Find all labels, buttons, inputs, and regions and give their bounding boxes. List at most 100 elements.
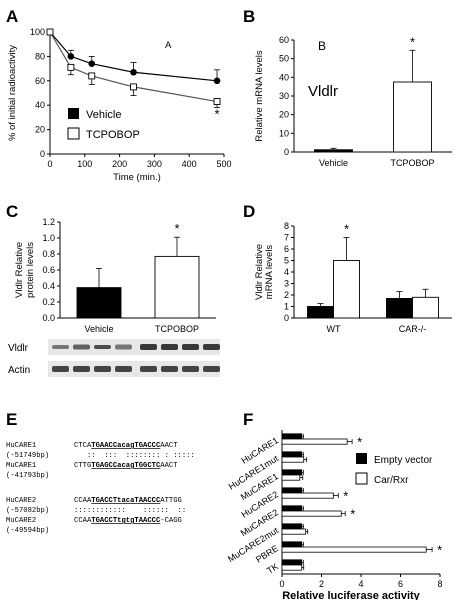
seq-segment: -CAGG	[160, 517, 182, 525]
seq-segment: ATTGG	[160, 497, 182, 505]
bar	[314, 149, 353, 153]
bar	[281, 487, 303, 494]
significance-star: *	[350, 507, 355, 522]
y-tick-label: 1.0	[42, 233, 55, 243]
y-tick-label: 100	[30, 27, 45, 37]
blot-row-label: Actin	[8, 365, 30, 376]
seq-bottom: CCAATGACCTtgtgTAACCC-CAGG	[74, 517, 182, 525]
panel-letter-b: B	[243, 7, 255, 26]
bar	[281, 559, 303, 566]
seq-position: (-49594bp)	[6, 527, 49, 535]
data-point	[46, 28, 54, 36]
seq-name: HuCARE1	[6, 442, 36, 450]
y-tick-label: 3	[284, 279, 289, 289]
panel-e: E HuCARE1 CTCATGAACCacagTGACCCAACT(-51749…	[6, 410, 195, 535]
y-tick-label: 1.2	[42, 217, 55, 227]
blot-band	[140, 366, 157, 372]
x-tick-label: 6	[398, 579, 403, 589]
seq-segment: AACT	[160, 442, 178, 450]
significance-star: *	[357, 435, 362, 450]
y-axis-title-line1: Vldlr Relative	[14, 242, 25, 298]
seq-segment: TGACCTtgtgTAACCC	[91, 517, 161, 525]
seq-bottom: CTTGTGAGCCacagTGGCTCAACT	[74, 462, 178, 470]
y-tick-label: 80	[35, 51, 45, 61]
y-axis-title: % of initial radioactivity	[7, 45, 18, 141]
x-tick-label: 200	[112, 159, 127, 169]
y-tick-label: 20	[35, 125, 45, 135]
seq-top: CCAATGACCTtacaTAACCCATTGG	[74, 497, 182, 505]
data-point	[130, 68, 137, 76]
panel-a: A 0 20 40 60 80 100 0 100 200 300 400 500 Time (min.…	[6, 7, 232, 183]
seq-segment: CTTG	[74, 462, 91, 470]
panel-letter-f: F	[243, 410, 253, 429]
category-label: TCPOBOP	[390, 158, 434, 168]
x-tick-label: 2	[319, 579, 324, 589]
x-tick-label: 8	[437, 579, 442, 589]
seq-name: HuCARE2	[6, 497, 36, 505]
legend-swatch-tcpobop	[67, 127, 80, 140]
x-tick-label: 400	[182, 159, 197, 169]
significance-star: *	[437, 543, 442, 558]
category-label: TCPOBOP	[155, 324, 199, 334]
y-tick-label: 0.6	[42, 265, 55, 275]
bar	[281, 451, 303, 458]
blot-band	[140, 344, 157, 350]
blot-strip	[48, 361, 220, 377]
blot-band	[203, 366, 220, 372]
y-tick-label: 4	[284, 267, 289, 277]
category-label: Vehicle	[84, 324, 113, 334]
bar	[307, 306, 334, 319]
blot-band	[73, 344, 90, 350]
data-point	[130, 83, 137, 91]
bar	[281, 564, 303, 571]
bar	[281, 456, 305, 463]
significance-star: *	[410, 34, 415, 49]
panel-d: D 01 23 45 67 8 WT * CAR-/- Vldlr Relative mRNA l…	[243, 202, 452, 334]
seq-position: (-51749bp)	[6, 452, 49, 460]
panel-c: C 0.0 0.2 0.4 0.6 0.8 1.0 1.2 Vehicle TCPOBOP * Vl…	[6, 202, 220, 377]
y-tick-label: 50	[279, 54, 289, 64]
blot-band	[115, 366, 132, 372]
seq-segment: CCAA	[74, 497, 92, 505]
y-tick-label: 40	[35, 100, 45, 110]
y-tick-label: 0.8	[42, 249, 55, 259]
significance-star: *	[215, 107, 220, 122]
y-tick-label: 0	[284, 313, 289, 323]
blot-row-label: Vldlr	[8, 343, 29, 354]
bar	[281, 546, 427, 553]
bar	[281, 469, 303, 476]
legend-swatch-car-rxr	[355, 472, 368, 485]
blot-band	[161, 344, 178, 350]
bar	[333, 260, 360, 319]
seq-segment: AACT	[160, 462, 178, 470]
legend-label-tcpobop: TCPOBOP	[86, 129, 140, 141]
blot-band	[94, 345, 111, 349]
y-tick-label: 10	[279, 128, 289, 138]
data-point	[67, 53, 75, 60]
x-axis-title: Relative luciferase activity	[282, 590, 420, 600]
y-tick-label: 5	[284, 256, 289, 266]
seq-segment: CCAA	[74, 517, 92, 525]
category-label: WT	[327, 324, 341, 334]
data-point	[213, 77, 221, 85]
panel-b: B 0 10 20 30 40 50 60 Vehicle TCPOBOP * Relative m…	[243, 7, 452, 168]
significance-star: *	[174, 221, 179, 236]
y-axis-title-line2: mRNA levels	[264, 245, 275, 300]
seq-segment: TGAGCCacagTGGCTC	[91, 462, 161, 470]
bar	[281, 433, 303, 440]
bar	[76, 287, 122, 319]
y-tick-label: 7	[284, 233, 289, 243]
panel-inset-label: A	[165, 40, 172, 51]
y-tick-label: 20	[279, 110, 289, 120]
legend-swatch-vehicle	[68, 108, 79, 119]
y-tick-label: 0	[40, 149, 45, 159]
x-tick-label: 300	[147, 159, 162, 169]
bar	[386, 298, 413, 319]
seq-top: CTCATGAACCacagTGACCCAACT	[74, 442, 178, 450]
blot-band	[52, 366, 69, 372]
legend-label-vehicle: Vehicle	[86, 109, 121, 121]
x-tick-label: 0	[279, 579, 284, 589]
bar	[281, 510, 342, 517]
y-tick-label: 0	[284, 147, 289, 157]
